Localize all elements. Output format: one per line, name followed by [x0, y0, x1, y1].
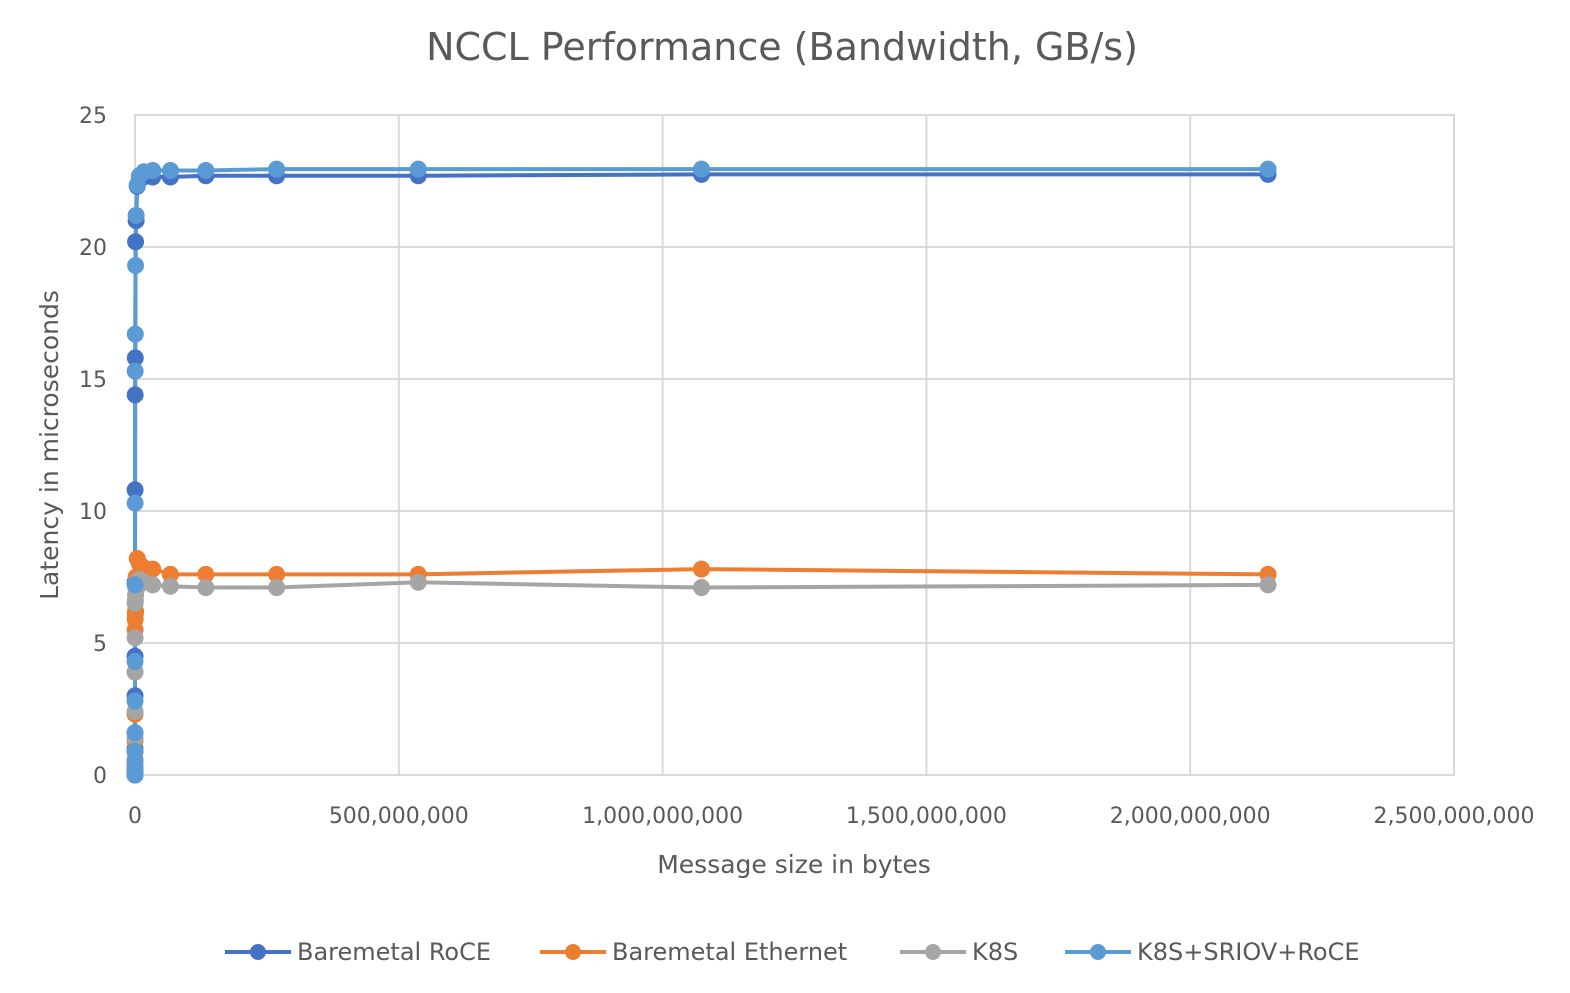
x-axis-title: Message size in bytes — [657, 850, 931, 879]
x-tick-label: 1,500,000,000 — [846, 804, 1007, 829]
y-tick-label: 10 — [79, 500, 107, 525]
data-point — [126, 652, 144, 670]
legend-label: Baremetal RoCE — [297, 938, 491, 966]
gridlines — [134, 114, 1455, 776]
x-tick-label: 0 — [128, 804, 142, 829]
legend-marker — [250, 944, 266, 960]
data-point — [268, 160, 286, 178]
x-tick-label: 2,500,000,000 — [1374, 804, 1535, 829]
data-point — [268, 579, 286, 597]
data-point — [197, 161, 215, 179]
data-point — [1259, 576, 1277, 594]
x-tick-label: 500,000,000 — [329, 804, 469, 829]
data-point — [126, 724, 144, 742]
data-point — [161, 161, 179, 179]
legend-marker — [565, 944, 581, 960]
data-point — [126, 386, 144, 404]
data-point — [126, 629, 144, 647]
data-point — [127, 206, 145, 224]
data-point — [126, 742, 144, 760]
x-tick-label: 2,000,000,000 — [1110, 804, 1271, 829]
data-point — [1259, 160, 1277, 178]
data-point — [127, 233, 145, 251]
data-point — [126, 576, 144, 594]
data-point — [693, 579, 711, 597]
chart-title: NCCL Performance (Bandwidth, GB/s) — [426, 25, 1138, 69]
legend-item: K8S+SRIOV+RoCE — [1065, 938, 1360, 966]
legend-label: K8S — [972, 938, 1018, 966]
data-point — [693, 160, 711, 178]
data-point — [126, 692, 144, 710]
data-point — [144, 161, 162, 179]
legend-marker — [1090, 944, 1106, 960]
data-point — [693, 560, 711, 578]
legend-item: K8S — [900, 938, 1018, 966]
legend-marker — [925, 944, 941, 960]
legend-item: Baremetal Ethernet — [540, 938, 847, 966]
x-tick-label: 1,000,000,000 — [582, 804, 743, 829]
series-markers — [126, 160, 1277, 784]
y-tick-label: 5 — [93, 632, 107, 657]
data-point — [126, 362, 144, 380]
legend-label: K8S+SRIOV+RoCE — [1137, 938, 1360, 966]
data-point — [161, 577, 179, 595]
legend-label: Baremetal Ethernet — [612, 938, 847, 966]
data-point — [126, 494, 144, 512]
y-tick-label: 0 — [93, 764, 107, 789]
legend-item: Baremetal RoCE — [225, 938, 491, 966]
y-axis-title: Latency in microseconds — [35, 290, 64, 600]
data-point — [126, 325, 144, 343]
legend: Baremetal RoCE Baremetal Ethernet K8S K8S+S… — [225, 938, 1360, 966]
data-point — [127, 256, 145, 274]
axes: 0 5 10 15 20 25 0 500,000,000 1,000,000,000 1,500… — [79, 104, 1534, 829]
y-tick-label: 15 — [79, 368, 107, 393]
data-point — [144, 576, 162, 594]
y-tick-label: 25 — [79, 104, 107, 129]
y-tick-label: 20 — [79, 236, 107, 261]
data-point — [409, 160, 427, 178]
data-point — [197, 579, 215, 597]
data-point — [409, 573, 427, 591]
